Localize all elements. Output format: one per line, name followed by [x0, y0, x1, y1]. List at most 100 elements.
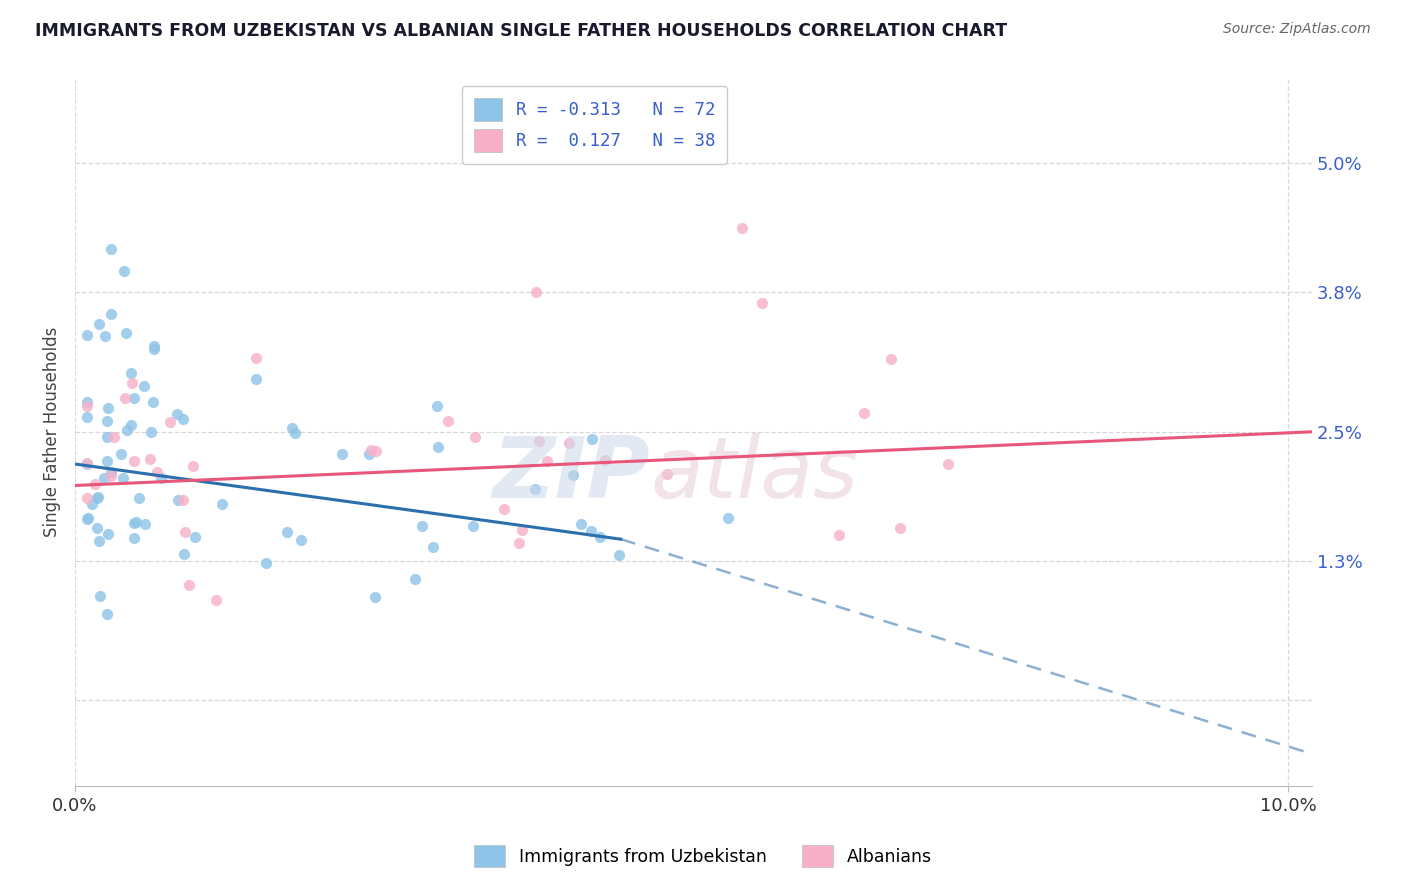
Point	[112, 264, 135, 278]
Point	[422, 540, 444, 554]
Point	[363, 590, 385, 604]
Point	[96, 454, 118, 468]
Point	[97, 527, 120, 541]
Point	[536, 454, 558, 468]
Point	[89, 589, 111, 603]
Text: ZIP: ZIP	[492, 433, 651, 516]
Legend: Immigrants from Uzbekistan, Albanians: Immigrants from Uzbekistan, Albanians	[467, 838, 939, 874]
Point	[76, 491, 98, 506]
Point	[120, 417, 142, 432]
Point	[595, 453, 617, 467]
Point	[427, 440, 450, 454]
Point	[731, 220, 754, 235]
Point	[437, 414, 460, 428]
Point	[96, 430, 118, 444]
Point	[245, 372, 267, 386]
Point	[94, 328, 117, 343]
Point	[125, 516, 148, 530]
Point	[281, 421, 304, 435]
Point	[751, 296, 773, 310]
Point	[86, 490, 108, 504]
Point	[76, 457, 98, 471]
Point	[523, 483, 546, 497]
Point	[717, 510, 740, 524]
Point	[589, 530, 612, 544]
Point	[464, 429, 486, 443]
Point	[166, 407, 188, 421]
Point	[529, 434, 551, 449]
Point	[276, 524, 298, 539]
Point	[159, 415, 181, 429]
Text: Source: ZipAtlas.com: Source: ZipAtlas.com	[1223, 22, 1371, 37]
Point	[254, 556, 277, 570]
Point	[330, 447, 353, 461]
Point	[139, 451, 162, 466]
Point	[76, 410, 98, 425]
Point	[80, 497, 103, 511]
Point	[172, 412, 194, 426]
Point	[76, 328, 98, 343]
Point	[569, 516, 592, 531]
Point	[181, 459, 204, 474]
Point	[122, 391, 145, 405]
Point	[93, 471, 115, 485]
Point	[510, 523, 533, 537]
Point	[100, 469, 122, 483]
Point	[360, 443, 382, 458]
Point	[114, 326, 136, 341]
Point	[174, 525, 197, 540]
Point	[880, 352, 903, 367]
Point	[404, 573, 426, 587]
Point	[461, 519, 484, 533]
Point	[121, 376, 143, 390]
Point	[211, 497, 233, 511]
Point	[143, 338, 166, 352]
Point	[245, 351, 267, 366]
Point	[149, 471, 172, 485]
Point	[889, 521, 911, 535]
Point	[100, 307, 122, 321]
Point	[120, 366, 142, 380]
Point	[936, 457, 959, 471]
Point	[142, 394, 165, 409]
Point	[97, 401, 120, 415]
Point	[284, 426, 307, 441]
Point	[146, 465, 169, 479]
Point	[76, 456, 98, 470]
Point	[183, 530, 205, 544]
Point	[607, 548, 630, 562]
Point	[76, 511, 98, 525]
Point	[290, 533, 312, 547]
Point	[364, 444, 387, 458]
Point	[100, 242, 122, 256]
Point	[581, 524, 603, 538]
Text: atlas: atlas	[651, 433, 858, 516]
Point	[103, 430, 125, 444]
Point	[76, 399, 98, 413]
Point	[177, 578, 200, 592]
Point	[96, 414, 118, 428]
Point	[77, 510, 100, 524]
Point	[111, 470, 134, 484]
Point	[110, 447, 132, 461]
Point	[134, 379, 156, 393]
Point	[581, 432, 603, 446]
Point	[828, 528, 851, 542]
Point	[141, 425, 163, 440]
Point	[492, 501, 515, 516]
Point	[122, 531, 145, 545]
Text: IMMIGRANTS FROM UZBEKISTAN VS ALBANIAN SINGLE FATHER HOUSEHOLDS CORRELATION CHAR: IMMIGRANTS FROM UZBEKISTAN VS ALBANIAN S…	[35, 22, 1007, 40]
Point	[115, 423, 138, 437]
Point	[166, 492, 188, 507]
Point	[86, 521, 108, 535]
Point	[134, 517, 156, 532]
Point	[124, 516, 146, 531]
Point	[411, 519, 433, 533]
Point	[655, 467, 678, 481]
Point	[89, 533, 111, 548]
Point	[114, 391, 136, 405]
Point	[100, 465, 122, 479]
Point	[89, 318, 111, 332]
Point	[558, 436, 581, 450]
Point	[143, 343, 166, 357]
